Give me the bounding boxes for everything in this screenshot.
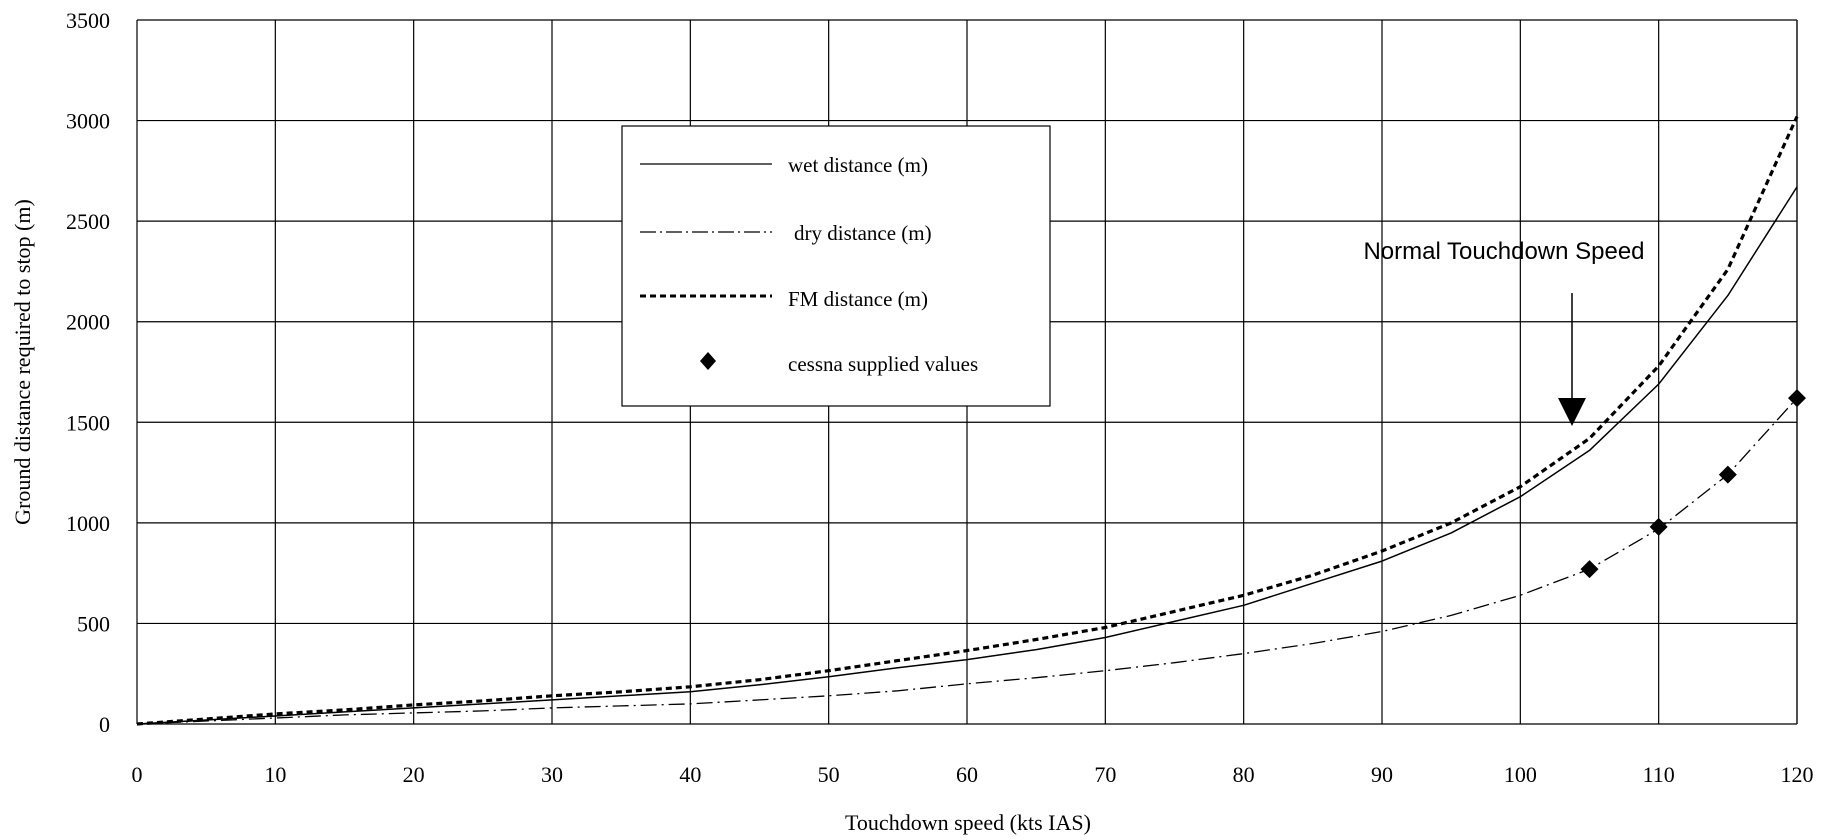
legend-label-cessna: cessna supplied values: [788, 352, 978, 376]
legend-label-fm: FM distance (m): [788, 287, 928, 311]
x-tick-label-0: 0: [132, 762, 143, 787]
cessna-markers: [1580, 389, 1806, 579]
annotation-text: Normal Touchdown Speed: [1363, 238, 1644, 265]
series-line-solid: [136, 186, 1798, 725]
x-tick-label-2: 20: [403, 762, 425, 787]
cessna-marker-0: [1580, 560, 1599, 579]
legend-box: [621, 125, 1051, 407]
y-tick-label-0: 0: [99, 712, 110, 737]
legend-label-wet: wet distance (m): [788, 153, 928, 177]
y-tick-label-2: 1000: [66, 511, 110, 536]
legend-label-dry: dry distance (m): [794, 221, 932, 245]
x-tick-label-7: 70: [1094, 762, 1116, 787]
legend: wet distance (m) dry distance (m) FM dis…: [621, 125, 1051, 407]
series-line-dotted: [136, 115, 1799, 726]
x-tick-label-1: 10: [264, 762, 286, 787]
x-tick-label-8: 80: [1233, 762, 1255, 787]
x-axis-title: Touchdown speed (kts IAS): [845, 810, 1091, 835]
y-tick-label-3: 1500: [66, 410, 110, 435]
cessna-marker-3: [1788, 389, 1806, 408]
cessna-marker-2: [1718, 465, 1737, 484]
annotation-arrowhead: [1558, 398, 1586, 426]
x-tick-label-5: 50: [818, 762, 840, 787]
y-tick-label-4: 2000: [66, 310, 110, 335]
x-tick-label-11: 110: [1643, 762, 1675, 787]
x-axis-ticks: 0 10 20 30 40 50 60 70 80 90 100 110 120: [132, 762, 1814, 787]
normal-touchdown-annotation: Normal Touchdown Speed: [1363, 238, 1645, 426]
legend-swatch-cessna: [700, 352, 716, 370]
y-axis-ticks: 0 500 1000 1500 2000 2500 3000 3500: [66, 8, 110, 737]
x-tick-label-3: 30: [541, 762, 563, 787]
y-tick-label-5: 2500: [66, 209, 110, 234]
series-lines: [136, 115, 1799, 726]
y-axis-title: Ground distance required to stop (m): [10, 199, 35, 525]
y-tick-label-7: 3500: [66, 8, 110, 33]
x-tick-label-4: 40: [679, 762, 701, 787]
y-tick-label-1: 500: [77, 611, 110, 636]
x-tick-label-12: 120: [1781, 762, 1814, 787]
x-tick-label-10: 100: [1504, 762, 1537, 787]
x-tick-label-9: 90: [1371, 762, 1393, 787]
x-tick-label-6: 60: [956, 762, 978, 787]
cessna-marker-1: [1649, 517, 1668, 536]
y-tick-label-6: 3000: [66, 109, 110, 134]
